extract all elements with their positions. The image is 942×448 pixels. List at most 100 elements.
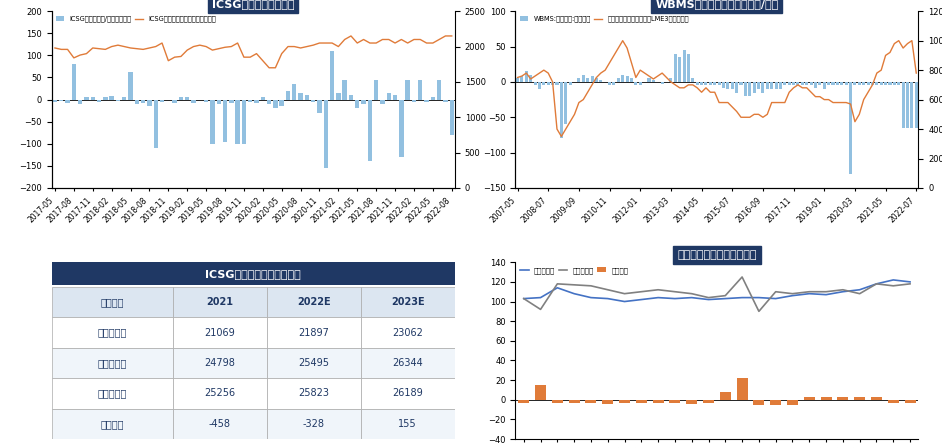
Text: 26344: 26344 [393,358,423,368]
Bar [687,54,690,82]
Text: 155: 155 [398,419,417,429]
Bar [185,97,189,99]
Bar [845,82,848,86]
Bar [529,75,532,82]
Bar [546,82,550,86]
期货收盘价（电子盘）：LME3个月销：月 [832,100,843,105]
Bar [788,82,790,86]
Bar [595,78,598,82]
Bar [361,287,455,317]
Bar [52,348,172,378]
Bar [552,400,562,403]
ICSG：全球精炼销消耗量：当月值 [49,45,60,51]
Text: 26189: 26189 [393,388,423,398]
Bar [827,82,830,86]
Line: 表观消耗量: 表观消耗量 [524,280,910,302]
Line: 期货收盘价（电子盘）：LME3个月销：月: 期货收盘价（电子盘）：LME3个月销：月 [517,41,917,137]
Bar [444,99,447,102]
Bar [543,82,545,86]
实际消耗量 [870,281,882,287]
Bar [424,99,429,102]
Text: 2022E: 2022E [297,297,331,307]
Bar [836,82,839,86]
Bar [103,97,107,99]
表观消耗量 [535,295,546,300]
Bar [849,82,853,174]
Bar [621,75,625,82]
Bar [705,82,707,86]
表观消耗量 [754,295,765,300]
Line: ICSG：全球精炼销消耗量：当月值: ICSG：全球精炼销消耗量：当月值 [55,36,452,68]
Bar [520,76,524,82]
Title: WBMS供需平衡（万吨，美元/吨）: WBMS供需平衡（万吨，美元/吨） [656,0,778,9]
Bar [636,400,647,403]
Bar [577,78,580,82]
Bar [267,348,361,378]
Bar [757,82,760,89]
ICSG：全球精炼销消耗量：当月值 [447,33,458,39]
Bar [393,95,398,99]
Bar [653,400,663,403]
Bar [535,385,546,400]
表观消耗量 [820,292,832,297]
表观消耗量 [787,293,798,298]
Bar [437,80,442,99]
Bar [901,82,904,128]
ICSG：全球精炼销消耗量：当月值 [276,51,287,56]
Bar [608,82,611,86]
Text: 21069: 21069 [204,327,236,338]
Text: 25823: 25823 [298,388,329,398]
Bar [386,93,391,99]
Bar [713,82,716,86]
期货收盘价（电子盘）：LME3个月销：月 [556,134,567,139]
实际消耗量 [602,287,613,293]
Bar [718,82,721,86]
Bar [236,99,240,144]
Bar [617,78,620,82]
Bar [619,400,630,403]
Bar [871,82,874,86]
Bar [90,97,95,99]
Bar [809,82,813,86]
实际消耗量 [754,309,765,314]
实际消耗量 [535,307,546,312]
Bar [311,99,316,102]
ICSG：全球精炼销消耗量：当月值 [314,40,325,46]
实际消耗量 [653,287,664,293]
Bar [771,82,773,89]
Bar [875,82,878,86]
表观消耗量 [837,289,849,294]
Bar [267,287,361,317]
Bar [737,378,748,400]
Bar [915,82,918,128]
Bar [362,99,365,104]
实际消耗量 [804,289,815,294]
ICSG：全球精炼销消耗量：当月值 [100,47,111,52]
Bar [361,317,455,348]
Bar [906,82,909,128]
Bar [242,99,246,144]
表观消耗量 [602,296,613,301]
表观消耗量 [619,299,630,304]
Bar [586,78,589,82]
Bar [172,348,267,378]
Bar [691,78,694,82]
Bar [449,99,454,135]
Bar [674,54,676,82]
Bar [670,78,673,82]
Bar [683,50,686,82]
Bar [399,99,403,157]
Bar [639,82,642,86]
表观消耗量 [518,296,529,301]
Bar [405,80,410,99]
ICSG：全球精炼销消耗量：当月值 [307,43,318,48]
Bar [343,80,347,99]
Bar [248,99,252,102]
Bar [687,400,697,404]
Bar [349,95,353,99]
Text: 21897: 21897 [299,327,329,338]
Bar [292,84,297,99]
Bar [897,82,901,86]
Bar [135,99,139,104]
Bar [720,392,731,400]
